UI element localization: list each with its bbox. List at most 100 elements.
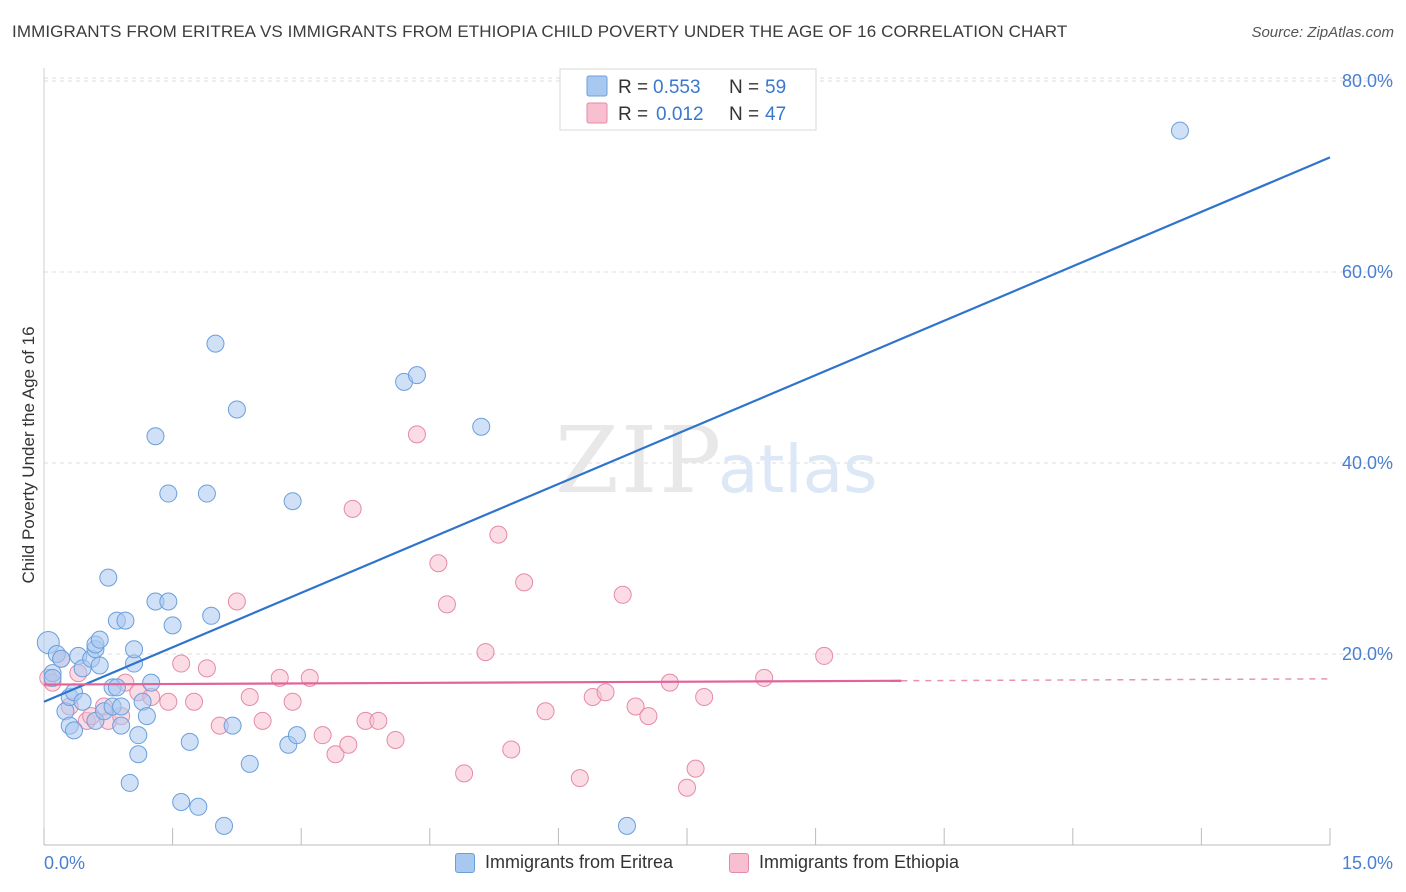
eritrea-point [73,692,92,711]
legend-ethiopia-n-value: 47 [765,104,786,125]
ethiopia-point [476,643,495,662]
legend-ethiopia-swatch [586,102,608,124]
y-tick-label: 20.0% [1342,644,1393,664]
eritrea-point [283,492,302,511]
ethiopia-point [686,759,705,778]
ethiopia-point [172,654,191,673]
ethiopia-point [815,646,834,665]
eritrea-point [90,630,109,649]
eritrea-point [202,606,221,625]
eritrea-point [112,716,131,735]
eritrea-points [36,121,1189,835]
eritrea-point [189,797,208,816]
eritrea-point [120,773,139,792]
eritrea-point [125,640,144,659]
legend-ethiopia-r-value: 0.012 [656,104,704,125]
eritrea-point [180,732,199,751]
watermark-zip: ZIP [555,407,723,514]
ethiopia-point [227,592,246,611]
ethiopia-point [253,711,272,730]
ethiopia-point [502,740,521,759]
watermark-atlas: atlas [718,431,878,508]
ethiopia-point [185,692,204,711]
legend-eritrea-r-label: R = [618,77,648,98]
legend-eritrea-n-value: 59 [765,77,786,98]
chart-title: IMMIGRANTS FROM ERITREA VS IMMIGRANTS FR… [12,22,1068,41]
ethiopia-point [197,659,216,678]
ethiopia-point [536,702,555,721]
x-tick-label: 15.0% [1342,853,1393,873]
bottom-legend-eritrea: Immigrants from Eritrea [455,852,673,873]
ethiopia-point [240,687,259,706]
eritrea-point [112,697,131,716]
eritrea-point [146,427,165,446]
eritrea-point [52,649,71,668]
eritrea-point [90,656,109,675]
ethiopia-point [300,668,319,687]
legend-box: R = 0.553 N = 59 R = 0.012 N = 47 [559,68,817,131]
y-tick-label: 60.0% [1342,262,1393,282]
ethiopia-point [283,692,302,711]
source-credit: Source: ZipAtlas.com [1251,24,1394,41]
eritrea-point [159,484,178,503]
ethiopia-point [596,683,615,702]
eritrea-point [617,816,636,835]
bottom-legend: Immigrants from Eritrea Immigrants from … [0,852,1406,878]
eritrea-point [129,745,148,764]
eritrea-point [116,611,135,630]
eritrea-point [223,716,242,735]
ethiopia-point [270,668,289,687]
ethiopia-point [515,573,534,592]
watermark: ZIP atlas [555,407,878,514]
bottom-legend-eritrea-label: Immigrants from Eritrea [485,852,674,872]
ethiopia-point [339,735,358,754]
ethiopia-point [343,499,362,518]
eritrea-point [172,793,191,812]
ethiopia-point [429,554,448,573]
eritrea-point [142,673,161,692]
bottom-legend-ethiopia-swatch [729,852,749,873]
legend-eritrea-r-value: 0.553 [653,77,701,98]
ethiopia-point [159,692,178,711]
x-tick-label: 0.0% [44,853,85,873]
ethiopia-point [678,778,696,797]
y-axis-label: Child Poverty Under the Age of 16 [19,326,38,583]
ethiopia-point [489,525,508,544]
eritrea-point [227,400,246,419]
eritrea-point [137,707,156,726]
bottom-legend-ethiopia-label: Immigrants from Ethiopia [759,852,960,872]
ethiopia-point [570,769,589,788]
ethiopia-point [437,595,456,614]
axes [43,68,1331,846]
eritrea-point [43,668,62,687]
eritrea-point [159,592,178,611]
legend-eritrea-n-label: N = [729,77,759,98]
eritrea-point [197,484,216,503]
eritrea-point [407,366,426,385]
eritrea-point [65,721,84,740]
eritrea-point [129,726,148,745]
ethiopia-point [755,668,774,687]
y-tick-label: 80.0% [1342,71,1393,91]
ethiopia-point [386,730,405,749]
ethiopia-trend-line [43,679,902,686]
ethiopia-point [626,697,645,716]
bottom-legend-ethiopia: Immigrants from Ethiopia [729,852,959,873]
eritrea-point [107,678,126,697]
eritrea-trend-line [43,156,1331,703]
y-tick-label: 40.0% [1342,453,1393,473]
ethiopia-point [455,764,474,783]
eritrea-point [206,334,225,353]
ethiopia-point [326,745,345,764]
bottom-legend-eritrea-swatch [455,852,475,873]
ethiopia-trend-extension [901,678,1331,682]
legend-ethiopia-r-label: R = [618,104,648,125]
tick-labels: 20.0% 40.0% 60.0% 80.0% 0.0% 15.0% [44,71,1393,873]
ethiopia-point [613,585,632,604]
eritrea-point [163,616,182,635]
eritrea-point [215,816,234,835]
eritrea-point [99,568,118,587]
ethiopia-point [313,726,332,745]
ethiopia-point [695,687,714,706]
